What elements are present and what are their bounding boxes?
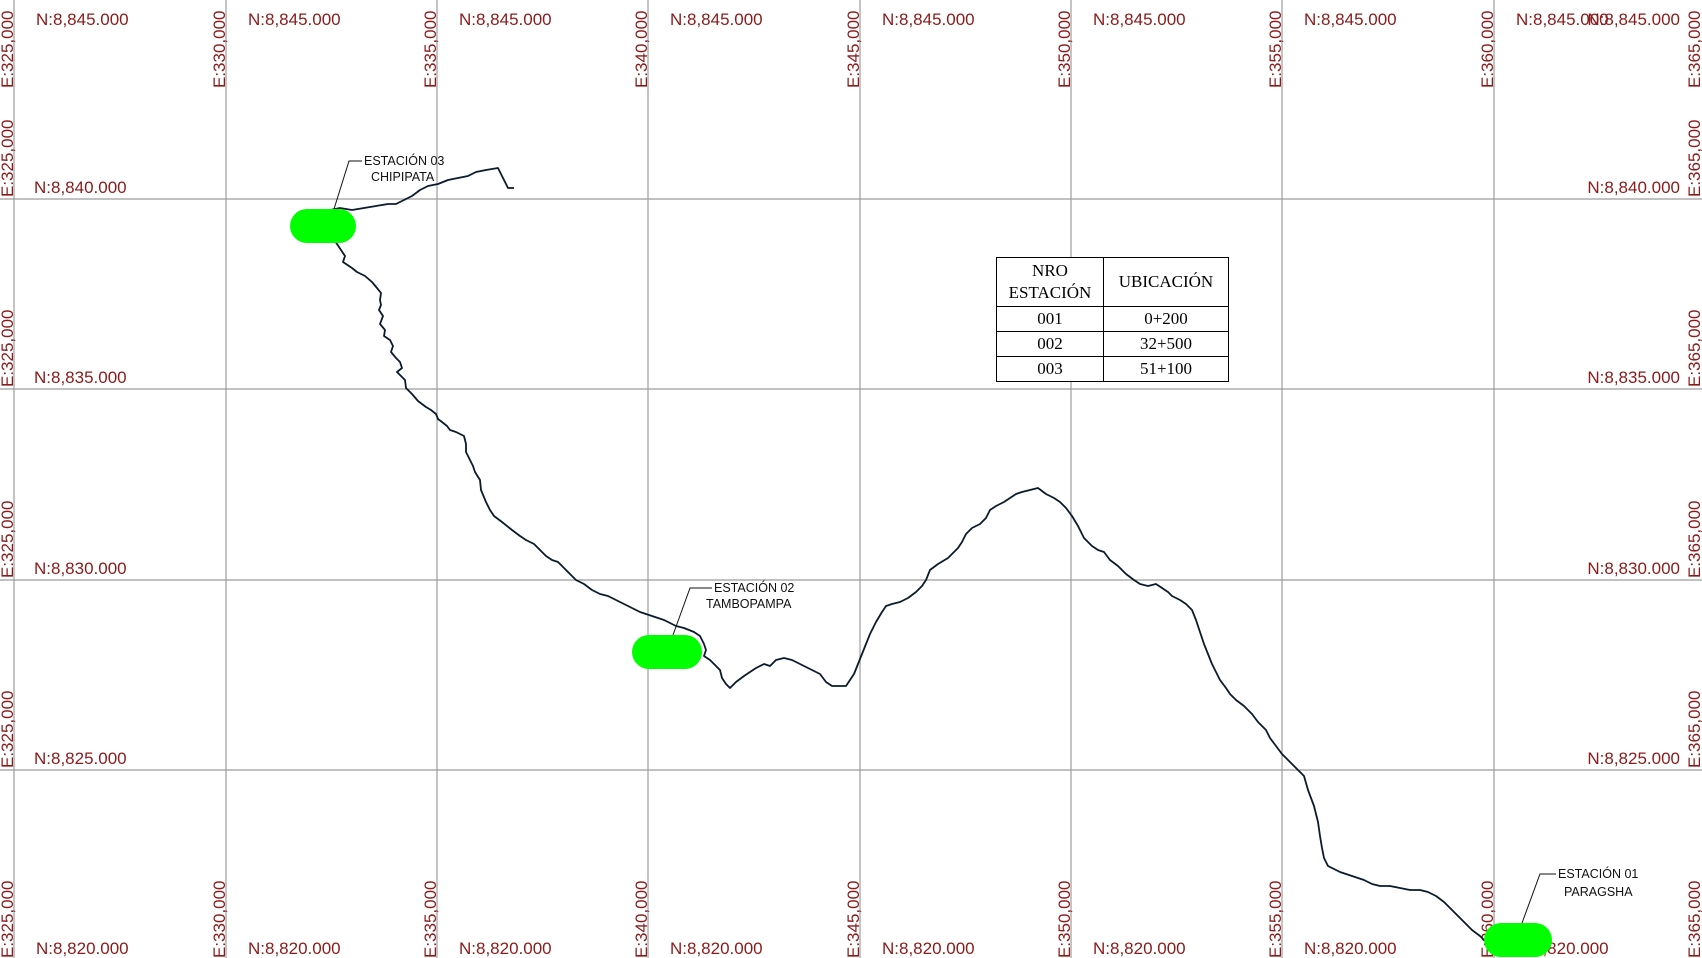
easting-label-bottom: E:355,000 bbox=[1266, 880, 1285, 958]
northing-label-right: N:8,830.000 bbox=[1587, 559, 1680, 578]
coordinate-labels: E:325,000 N:8,845.000 E:330,000 N:8,845.000… bbox=[0, 10, 1702, 958]
easting-label-left: E:325,000 bbox=[0, 690, 17, 768]
station-02-label-line1: ESTACIÓN 02 bbox=[714, 580, 794, 595]
northing-label-top: N:8,845.000 bbox=[459, 10, 552, 29]
easting-label-bottom: E:350,000 bbox=[1055, 880, 1074, 958]
northing-label-top: N:8,845.000 bbox=[1304, 10, 1397, 29]
leader-line-01 bbox=[1521, 873, 1556, 924]
easting-label-top: E:355,000 bbox=[1266, 10, 1285, 88]
table-row: 002 32+500 bbox=[996, 331, 1229, 357]
station-03-label-line1: ESTACIÓN 03 bbox=[364, 153, 444, 168]
easting-label-right: E:365,000 bbox=[1685, 309, 1702, 387]
easting-label-top: E:330,000 bbox=[210, 10, 229, 88]
northing-label-bottom: N:8,820.000 bbox=[248, 939, 341, 958]
northing-label-top: N:8,845.000 bbox=[882, 10, 975, 29]
leader-line-03 bbox=[333, 160, 362, 210]
northing-label-top: N:8,845.000 bbox=[36, 10, 129, 29]
northing-label-bottom: N:8,820.000 bbox=[882, 939, 975, 958]
easting-label-bottom: E:340,000 bbox=[632, 880, 651, 958]
northing-label-right: N:8,825.000 bbox=[1587, 749, 1680, 768]
station-marker-01 bbox=[1484, 923, 1552, 957]
northing-label-left: N:8,825.000 bbox=[34, 749, 127, 768]
easting-label-left: E:325,000 bbox=[0, 309, 17, 387]
northing-label-right: N:8,840.000 bbox=[1587, 178, 1680, 197]
northing-label-left: N:8,835.000 bbox=[34, 368, 127, 387]
northing-label-right: N:8,835.000 bbox=[1587, 368, 1680, 387]
northing-label-left: N:8,840.000 bbox=[34, 178, 127, 197]
station-01-label-line1: ESTACIÓN 01 bbox=[1558, 866, 1638, 881]
northing-label-bottom: N:8,820.000 bbox=[1304, 939, 1397, 958]
northing-label-bottom: N:8,820.000 bbox=[459, 939, 552, 958]
northing-label-top: N:8,845.000 bbox=[1093, 10, 1186, 29]
northing-label-left: N:8,830.000 bbox=[34, 559, 127, 578]
station-marker-03 bbox=[290, 209, 356, 243]
station-02-label-line2: TAMBOPAMPA bbox=[706, 597, 792, 611]
easting-label-top: E:325,000 bbox=[0, 10, 17, 88]
northing-label-bottom: N:8,820.000 bbox=[36, 939, 129, 958]
northing-label-bottom: N:8,820.000 bbox=[1093, 939, 1186, 958]
northing-label-top: N:8,845.000 bbox=[1516, 10, 1609, 29]
easting-label-bottom: E:335,000 bbox=[421, 880, 440, 958]
tributary-path bbox=[319, 167, 514, 214]
cell-ubicacion: 0+200 bbox=[1103, 306, 1229, 332]
easting-label-bottom: E:325,000 bbox=[0, 880, 17, 958]
easting-label-right: E:365,000 bbox=[1685, 500, 1702, 578]
header-ubicacion: UBICACIÓN bbox=[1103, 257, 1229, 307]
station-01-label-line2: PARAGSHA bbox=[1564, 885, 1633, 899]
northing-label-top-right: N:8,845.000 bbox=[1587, 10, 1680, 29]
easting-label-top: E:335,000 bbox=[421, 10, 440, 88]
cell-nro: 003 bbox=[996, 356, 1104, 382]
northing-label-bottom: N:8,820.000 bbox=[670, 939, 763, 958]
leader-line-02 bbox=[672, 587, 712, 636]
river-path bbox=[319, 212, 1493, 953]
northing-label-top: N:8,845.000 bbox=[670, 10, 763, 29]
easting-label-right: E:365,000 bbox=[1685, 690, 1702, 768]
easting-label-top: E:360,000 bbox=[1478, 10, 1497, 88]
easting-label-top: E:350,000 bbox=[1055, 10, 1074, 88]
cell-ubicacion: 51+100 bbox=[1103, 356, 1229, 382]
cell-nro: 002 bbox=[996, 331, 1104, 357]
easting-label-left: E:325,000 bbox=[0, 119, 17, 197]
cell-ubicacion: 32+500 bbox=[1103, 331, 1229, 357]
easting-label-left: E:325,000 bbox=[0, 500, 17, 578]
easting-label-bottom-right: E:365,000 bbox=[1685, 880, 1702, 958]
header-nro-estacion: NRO ESTACIÓN bbox=[996, 257, 1104, 307]
station-table: NRO ESTACIÓN UBICACIÓN 001 0+200 002 32+… bbox=[996, 257, 1229, 382]
easting-label-top: E:345,000 bbox=[844, 10, 863, 88]
station-03-label-line2: CHIPIPATA bbox=[371, 170, 435, 184]
header-nro-line1: NRO bbox=[1032, 261, 1068, 280]
northing-label-top: N:8,845.000 bbox=[248, 10, 341, 29]
header-nro-line2: ESTACIÓN bbox=[1008, 283, 1092, 302]
table-row: 003 51+100 bbox=[996, 356, 1229, 382]
easting-label-right: E:365,000 bbox=[1685, 119, 1702, 197]
cell-nro: 001 bbox=[996, 306, 1104, 332]
table-header-row: NRO ESTACIÓN UBICACIÓN bbox=[996, 257, 1229, 307]
easting-label-bottom: E:330,000 bbox=[210, 880, 229, 958]
station-marker-02 bbox=[632, 635, 702, 669]
easting-label-bottom: E:345,000 bbox=[844, 880, 863, 958]
easting-label-top-right: E:365,000 bbox=[1685, 10, 1702, 88]
easting-label-top: E:340,000 bbox=[632, 10, 651, 88]
table-row: 001 0+200 bbox=[996, 306, 1229, 332]
